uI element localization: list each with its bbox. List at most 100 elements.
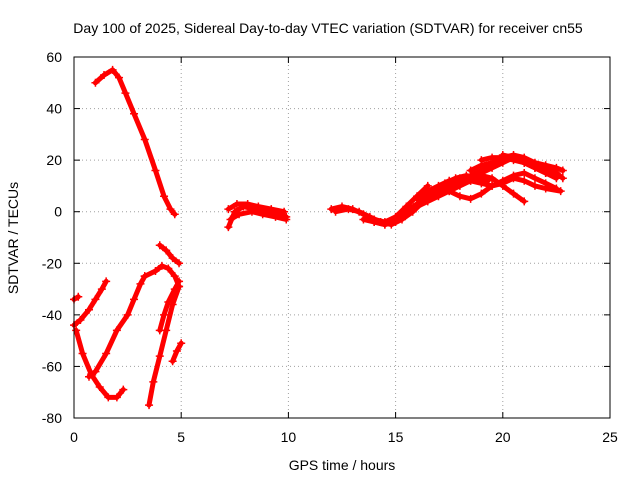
data-point: [355, 207, 364, 216]
plot-border: [73, 56, 611, 419]
data-point: [558, 166, 567, 175]
data-point: [423, 194, 432, 203]
data-point: [520, 158, 529, 167]
data-point: [95, 383, 104, 392]
data-point: [155, 326, 164, 335]
data-point: [85, 305, 94, 314]
data-point: [254, 202, 263, 211]
data-point: [175, 259, 184, 268]
data-point: [331, 207, 340, 216]
y-tick-label: -20: [42, 255, 62, 271]
data-point: [552, 169, 561, 178]
data-point: [91, 367, 100, 376]
data-point: [247, 207, 256, 216]
data-point: [530, 181, 539, 190]
data-point: [160, 310, 169, 319]
data-point: [498, 150, 507, 159]
chart-title: Day 100 of 2025, Sidereal Day-to-day VTE…: [73, 20, 583, 36]
data-point: [520, 197, 529, 206]
data-point: [413, 194, 422, 203]
data-point: [97, 285, 106, 294]
data-point: [72, 326, 81, 335]
data-point: [445, 176, 454, 185]
data-point: [175, 277, 184, 286]
data-point: [455, 192, 464, 201]
series-line-1: [92, 67, 178, 217]
data-point: [530, 161, 539, 170]
data-point: [162, 246, 171, 255]
data-point: [91, 78, 100, 87]
data-point: [556, 187, 565, 196]
data-point: [100, 71, 109, 80]
data-point: [85, 372, 94, 381]
data-point: [140, 272, 149, 281]
data-point: [112, 393, 121, 402]
x-tick-label: 10: [281, 429, 297, 445]
data-point: [520, 176, 529, 185]
data-point: [224, 205, 233, 214]
y-tick-label: -40: [42, 307, 62, 323]
y-tick-label: 40: [46, 101, 62, 117]
data-point: [115, 73, 124, 82]
data-point: [155, 241, 164, 250]
x-axis-label: GPS time / hours: [289, 457, 396, 473]
data-point: [235, 210, 244, 219]
data-point: [509, 153, 518, 162]
data-point: [102, 349, 111, 358]
data-point: [108, 65, 117, 74]
data-point: [466, 166, 475, 175]
data-point: [509, 174, 518, 183]
data-point: [172, 346, 181, 355]
data-point: [76, 316, 85, 325]
data-point: [151, 166, 160, 175]
data-point: [455, 181, 464, 190]
x-tick-label: 5: [177, 429, 185, 445]
data-point: [130, 295, 139, 304]
data-point: [466, 176, 475, 185]
series-line-8: [157, 242, 182, 266]
data-point: [370, 218, 379, 227]
data-point: [157, 261, 166, 270]
data-point: [391, 215, 400, 224]
data-point: [267, 205, 276, 214]
data-point: [498, 179, 507, 188]
data-point: [104, 393, 113, 402]
data-point: [170, 272, 179, 281]
data-point: [434, 189, 443, 198]
data-point: [232, 199, 241, 208]
data-point: [477, 179, 486, 188]
data-point: [168, 254, 177, 263]
data-point: [145, 401, 154, 410]
data-point: [149, 377, 158, 386]
data-point: [477, 156, 486, 165]
data-point: [243, 199, 252, 208]
plot-area: [70, 65, 567, 410]
x-tick-label: 0: [70, 429, 78, 445]
data-point: [164, 264, 173, 273]
data-point: [136, 279, 145, 288]
x-tick-label: 20: [495, 429, 511, 445]
data-point: [488, 181, 497, 190]
data-point: [170, 210, 179, 219]
data-point: [170, 285, 179, 294]
series-line-21: [468, 152, 566, 173]
data-point: [160, 192, 169, 201]
series-line-4: [86, 273, 148, 380]
data-point: [488, 153, 497, 162]
y-tick-label: 60: [46, 49, 62, 65]
data-point: [282, 215, 291, 224]
data-point: [530, 174, 539, 183]
data-point: [119, 385, 128, 394]
y-tick-label: 20: [46, 152, 62, 168]
data-point: [477, 189, 486, 198]
data-point: [258, 210, 267, 219]
data-point: [166, 205, 175, 214]
data-point: [477, 171, 486, 180]
x-tick-label: 15: [388, 429, 404, 445]
data-point: [74, 292, 83, 301]
y-tick-label: 0: [54, 204, 62, 220]
data-point: [509, 189, 518, 198]
data-point: [466, 194, 475, 203]
y-tick-label: -60: [42, 358, 62, 374]
